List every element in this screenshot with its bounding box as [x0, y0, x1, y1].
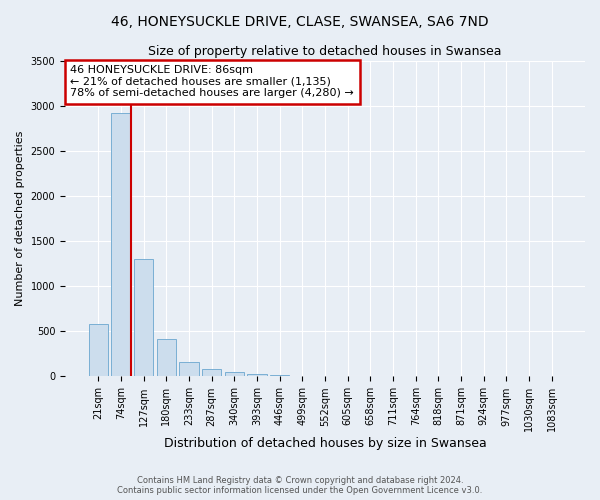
- Bar: [270, 374, 289, 376]
- Bar: [224, 372, 244, 376]
- X-axis label: Distribution of detached houses by size in Swansea: Distribution of detached houses by size …: [164, 437, 487, 450]
- Y-axis label: Number of detached properties: Number of detached properties: [15, 131, 25, 306]
- Bar: [134, 259, 153, 376]
- Bar: [247, 374, 266, 376]
- Text: 46, HONEYSUCKLE DRIVE, CLASE, SWANSEA, SA6 7ND: 46, HONEYSUCKLE DRIVE, CLASE, SWANSEA, S…: [111, 15, 489, 29]
- Bar: [89, 324, 108, 376]
- Title: Size of property relative to detached houses in Swansea: Size of property relative to detached ho…: [148, 45, 502, 58]
- Bar: [157, 338, 176, 376]
- Bar: [112, 113, 131, 376]
- Text: 46 HONEYSUCKLE DRIVE: 86sqm
← 21% of detached houses are smaller (1,135)
78% of : 46 HONEYSUCKLE DRIVE: 86sqm ← 21% of det…: [70, 66, 354, 98]
- Text: Contains HM Land Registry data © Crown copyright and database right 2024.
Contai: Contains HM Land Registry data © Crown c…: [118, 476, 482, 495]
- Bar: [179, 362, 199, 376]
- Bar: [202, 370, 221, 376]
